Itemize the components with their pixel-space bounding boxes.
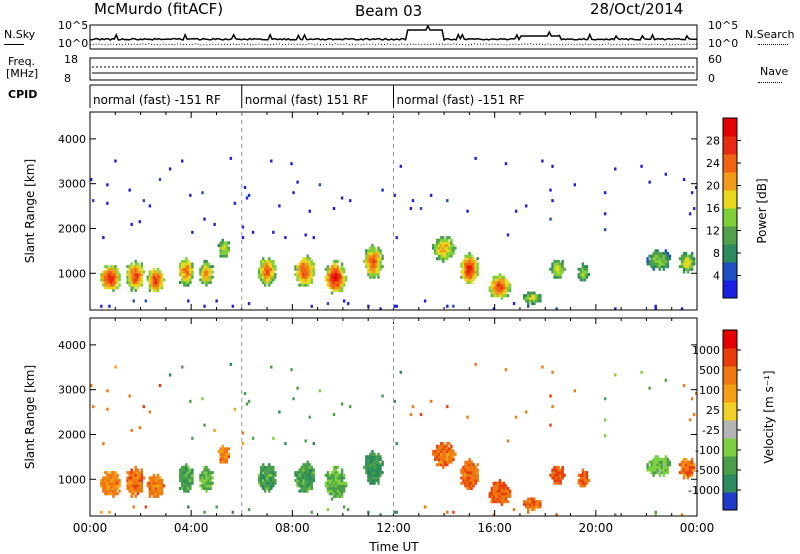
power-axes-ytick-1: 2000 (58, 222, 86, 235)
power-colorbar: 4 8 12 16 20 24 28 (706, 117, 741, 299)
power-cbar-tick-4: 20 (706, 180, 720, 193)
power-panel: 1000 2000 3000 4000 (58, 111, 698, 311)
xtick-6: 00:00 (680, 521, 715, 535)
power-cbar-swatch-2 (723, 244, 737, 263)
vel-cbar-swatch-6 (723, 384, 737, 403)
freq-tick-high: 18 (64, 53, 78, 66)
power-cbar-tick-0: 4 (713, 270, 720, 283)
xtick-0: 00:00 (73, 521, 108, 535)
cpid-segment-1: normal (fast) 151 RF (245, 93, 369, 107)
freq-label: Freq. (8, 55, 36, 68)
power-cbar-tick-6: 28 (706, 135, 720, 148)
velocity-ylabel: Slant Range [km] (23, 365, 37, 469)
vel-cbar-tick-1: 500 (699, 364, 720, 377)
nsearch-label: N.Search (745, 28, 795, 41)
vel-cbar-swatch-3 (723, 438, 737, 457)
vel-cbar-tick-2: 100 (699, 384, 720, 397)
xtick-4: 16:00 (477, 521, 512, 535)
nave-tick-low: 0 (708, 72, 715, 85)
vel-cbar-swatch-8 (723, 348, 737, 367)
xtick-1: 04:00 (174, 521, 209, 535)
power-cbar-swatch-7 (723, 154, 737, 173)
vel-cbar-tick-7: -1000 (688, 484, 720, 497)
power-cbar-swatch-1 (723, 262, 737, 281)
cpid-label: CPID (8, 88, 38, 101)
power-cbar-tick-5: 24 (706, 157, 720, 170)
power-ylabel: Slant Range [km] (23, 159, 37, 263)
nave-tick-high: 60 (708, 53, 722, 66)
power-colorbar-label: Power [dB] (755, 178, 769, 243)
vel-cbar-tick-4: -25 (702, 424, 720, 437)
date-title: 28/Oct/2014 (590, 0, 684, 18)
vel-cbar-swatch-9 (723, 330, 737, 349)
power-axes-ytick-2: 3000 (58, 178, 86, 191)
vel-cbar-swatch-5 (723, 402, 737, 421)
vel-cbar-tick-6: -500 (695, 464, 720, 477)
velocity-colorbar-label: Velocity [m s⁻¹] (762, 370, 776, 463)
xtick-3: 12:00 (376, 521, 411, 535)
vel-cbar-swatch-0 (723, 492, 737, 511)
nsky-legend-line (4, 44, 24, 45)
vel-axes-ytick-1: 2000 (58, 428, 86, 441)
cpid-segment-2: normal (fast) -151 RF (397, 93, 525, 107)
nsearch-tick-high: 10^5 (708, 19, 739, 32)
nsky-tick-high: 10^5 (58, 19, 89, 32)
power-cbar-tick-3: 16 (706, 202, 720, 215)
station-title: McMurdo (fitACF) (94, 0, 224, 18)
vel-cbar-swatch-1 (723, 474, 737, 493)
power-cbar-swatch-6 (723, 172, 737, 191)
freq-nave-panel (89, 57, 698, 81)
power-axes-ytick-3: 4000 (58, 133, 86, 146)
power-cbar-swatch-3 (723, 226, 737, 245)
beam-title: Beam 03 (355, 2, 423, 20)
nsky-tick-low: 10^0 (58, 37, 89, 50)
nsky-label: N.Sky (4, 28, 36, 41)
freq-tick-low: 8 (64, 72, 71, 85)
vel-cbar-tick-3: 25 (706, 404, 720, 417)
nave-legend-line (758, 82, 782, 83)
xtick-5: 20:00 (579, 521, 614, 535)
power-cbar-swatch-8 (723, 136, 737, 155)
power-cbar-swatch-4 (723, 208, 737, 227)
cpid-segment-0: normal (fast) -151 RF (93, 93, 221, 107)
vel-cbar-swatch-4 (723, 420, 737, 439)
nsky-panel (89, 24, 698, 50)
cpid-panel: normal (fast) -151 RF normal (fast) 151 R… (89, 84, 697, 108)
vel-axes-ytick-3: 4000 (58, 339, 86, 352)
vel-cbar-swatch-2 (723, 456, 737, 475)
nsearch-tick-low: 10^0 (708, 37, 739, 50)
power-cbar-tick-2: 12 (706, 225, 720, 238)
velocity-colorbar: 1000 500 100 25 -25 -100 -500 -1000 (688, 329, 741, 511)
freq-unit: [MHz] (6, 67, 39, 80)
power-cbar-swatch-9 (723, 118, 737, 137)
power-cbar-swatch-5 (723, 190, 737, 209)
xtick-2: 08:00 (275, 521, 310, 535)
vel-cbar-tick-5: -100 (695, 444, 720, 457)
vel-cbar-swatch-7 (723, 366, 737, 385)
power-cbar-tick-1: 8 (713, 247, 720, 260)
nave-label: Nave (760, 65, 789, 78)
vel-axes-ytick-2: 3000 (58, 384, 86, 397)
power-cbar-swatch-0 (723, 280, 737, 299)
vel-cbar-tick-0: 1000 (692, 344, 720, 357)
vel-axes-ytick-0: 1000 (58, 473, 86, 486)
power-axes-ytick-0: 1000 (58, 267, 86, 280)
time-xlabel: Time UT (368, 540, 419, 554)
nsearch-legend-line (758, 44, 788, 45)
velocity-panel: 1000 2000 3000 4000 00:00 04:00 08:00 12:00 16:0… (58, 317, 715, 535)
